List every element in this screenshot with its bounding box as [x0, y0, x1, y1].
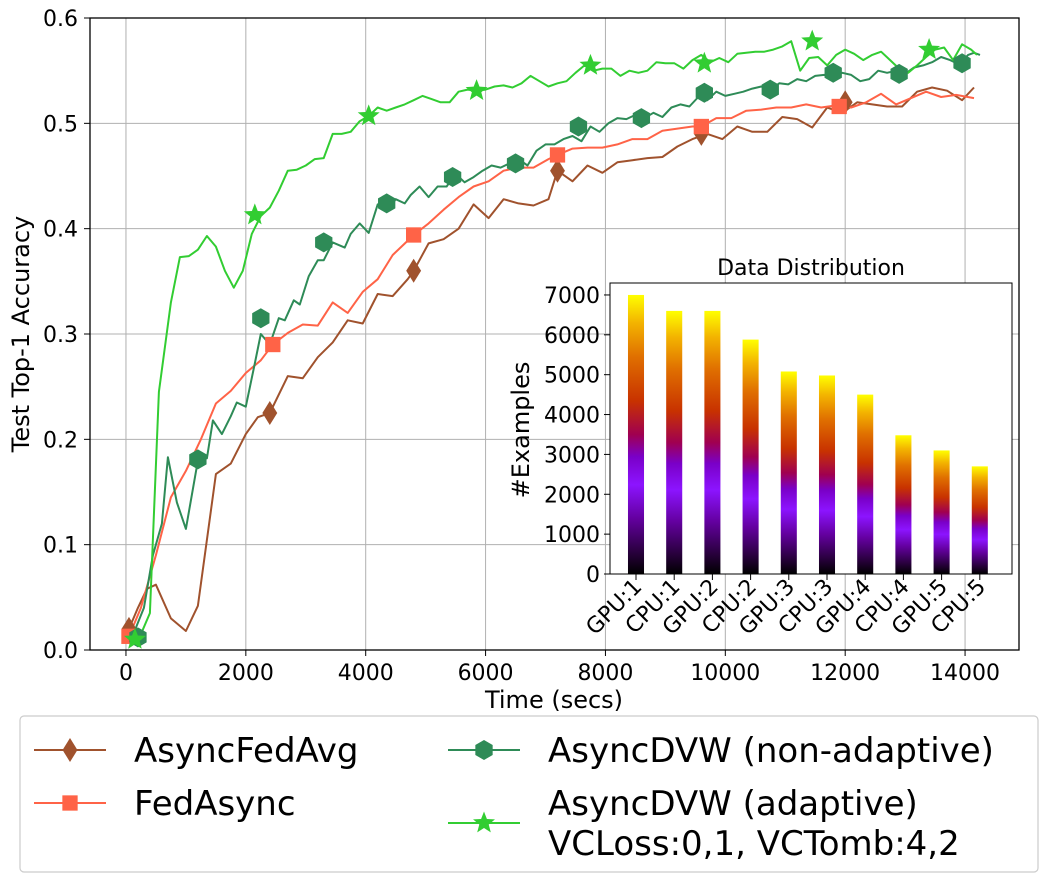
inset-y-tick-label: 3000	[544, 443, 600, 468]
inset-y-ticks: 0 1000 2000 3000 4000 5000 6000 7000	[544, 284, 610, 588]
main-y-tick-label: 0.0	[43, 639, 78, 664]
series-0-marker	[550, 158, 565, 183]
series-3-marker	[918, 38, 941, 59]
main-x-tick-label: 6000	[458, 661, 514, 686]
series-3-marker	[693, 51, 716, 73]
series-line-0	[128, 86, 975, 632]
series-2-marker	[252, 308, 270, 329]
legend-label-2: AsyncDVW (non-adaptive)	[548, 731, 994, 771]
series-2-marker	[378, 193, 396, 214]
bar-gpu-2	[704, 310, 721, 574]
series-2-marker	[824, 62, 842, 83]
bar-gpu-1	[627, 294, 645, 574]
inset-plot-frame	[609, 282, 1013, 575]
main-x-tick-label: 12000	[810, 661, 880, 686]
inset-y-tick-label: 7000	[544, 284, 600, 309]
series-line-3	[134, 40, 978, 641]
main-x-tick-label: 2000	[218, 661, 274, 686]
legend-marker-3	[473, 811, 495, 833]
series-2-marker	[443, 167, 462, 188]
bar-gpu-4	[857, 394, 874, 574]
main-x-tick-label: 10000	[690, 661, 760, 686]
main-y-ticks: 0.0 0.1 0.2 0.3 0.4 0.5 0.6	[43, 7, 90, 664]
series-3-marker	[357, 104, 380, 126]
bar-gpu-5	[933, 450, 950, 574]
series-2-marker	[506, 153, 525, 174]
legend-frame	[19, 715, 1039, 873]
bar-gpu-3	[780, 371, 797, 574]
inset-y-tick-label: 1000	[544, 523, 600, 548]
series-2-marker	[761, 79, 779, 100]
inset-y-tick-label: 4000	[544, 404, 600, 429]
series-2-marker	[632, 108, 651, 129]
main-markers	[121, 29, 971, 649]
bar-cpu-1	[666, 310, 683, 574]
main-y-tick-label: 0.3	[43, 323, 78, 348]
series-0-marker	[406, 258, 422, 283]
main-x-tick-label: 4000	[338, 661, 394, 686]
main-x-tick-label: 0	[119, 661, 133, 686]
series-1-marker	[831, 98, 847, 115]
series-1-marker	[693, 118, 709, 135]
legend-entries: AsyncFedAvg FedAsync AsyncDVW (non-adaptiv…	[34, 731, 994, 864]
legend-label-3: AsyncDVW (adaptive) VCLoss:0,1, VCTomb:4,…	[548, 784, 960, 864]
legend-marker-2	[475, 740, 493, 760]
series-2-marker	[569, 116, 588, 137]
series-1-marker	[549, 147, 566, 163]
inset-y-tick-label: 5000	[544, 364, 600, 389]
legend-marker-0	[62, 738, 78, 762]
series-3-marker	[243, 203, 266, 225]
series-0-marker	[262, 401, 278, 425]
inset-bars	[627, 294, 988, 574]
main-x-axis-label: Time (secs)	[484, 686, 623, 714]
legend-label-1: FedAsync	[134, 784, 296, 824]
inset-title: Data Distribution	[717, 256, 905, 281]
main-y-axis-label: Test Top-1 Accuracy	[7, 216, 35, 454]
main-y-tick-label: 0.5	[43, 112, 78, 137]
inset-y-tick-label: 0	[586, 563, 600, 588]
legend: AsyncFedAvg FedAsync AsyncDVW (non-adaptiv…	[19, 715, 1039, 873]
series-2-marker	[953, 53, 971, 74]
main-y-tick-label: 0.4	[43, 218, 78, 243]
main-x-tick-label: 8000	[577, 661, 633, 686]
bar-cpu-2	[742, 339, 759, 574]
bar-cpu-5	[971, 466, 988, 574]
main-x-ticks: 0 2000 4000 6000 8000 10000 12000 14000	[119, 650, 1000, 686]
series-3-marker	[579, 53, 602, 75]
main-y-tick-label: 0.2	[43, 428, 78, 453]
series-2-marker	[315, 232, 333, 253]
series-3-marker	[465, 79, 488, 101]
series-1-marker	[265, 336, 281, 353]
main-x-tick-label: 14000	[930, 661, 1000, 686]
series-2-marker	[890, 63, 908, 84]
series-3-marker	[801, 29, 824, 51]
main-y-tick-label: 0.6	[43, 7, 78, 32]
series-1-marker	[406, 227, 422, 243]
series-3-marker	[123, 627, 146, 649]
bar-cpu-4	[895, 435, 912, 574]
series-2-marker	[189, 449, 207, 470]
legend-label-0: AsyncFedAvg	[134, 731, 359, 771]
series-2-marker	[695, 82, 713, 103]
inset-y-tick-label: 2000	[544, 483, 600, 508]
inset-y-tick-label: 6000	[544, 324, 600, 349]
bar-cpu-3	[818, 375, 836, 574]
inset-y-axis-label: #Examples	[507, 362, 535, 499]
main-y-tick-label: 0.1	[43, 534, 78, 559]
legend-marker-1	[62, 795, 78, 811]
